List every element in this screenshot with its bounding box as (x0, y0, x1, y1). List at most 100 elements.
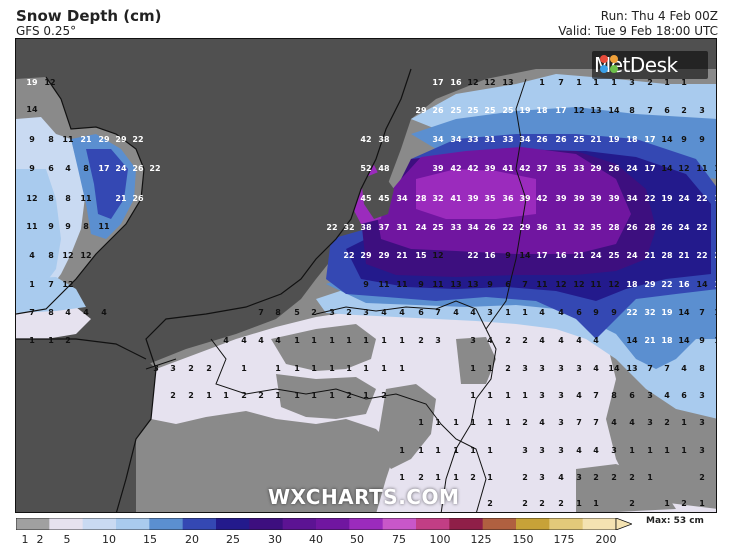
snow-depth-value: 2 (470, 473, 476, 482)
snow-depth-value: 1 (311, 391, 317, 400)
snow-depth-value: 3 (363, 308, 369, 317)
snow-depth-value: 1 (275, 391, 281, 400)
snow-depth-value: 3 (539, 364, 545, 373)
snow-depth-value: 3 (522, 364, 528, 373)
snow-depth-value: 1 (363, 364, 369, 373)
snow-depth-value: 7 (593, 391, 599, 400)
legend-swatch (116, 518, 150, 530)
metdesk-logo: MetDesk (592, 51, 708, 79)
snow-depth-value: 9 (593, 308, 599, 317)
snow-depth-value: 24 (626, 164, 638, 173)
snow-depth-value: 7 (29, 308, 35, 317)
snow-depth-value: 4 (453, 308, 459, 317)
snow-depth-value: 22 (626, 308, 637, 317)
snow-depth-value: 4 (576, 336, 582, 345)
snow-depth-value: 1 (453, 418, 459, 427)
snow-depth-value: 1 (48, 336, 54, 345)
snow-depth-value: 1 (29, 280, 35, 289)
snow-depth-value: 2 (664, 418, 670, 427)
snow-depth-value: 24 (714, 251, 717, 260)
snow-depth-value: 1 (593, 78, 599, 87)
snow-depth-value: 1 (363, 391, 369, 400)
legend-swatch (49, 518, 84, 530)
snow-depth-value: 2 (522, 473, 528, 482)
snow-depth-value: 1 (629, 446, 635, 455)
bare-france-a (136, 419, 266, 512)
snow-depth-value: 4 (664, 391, 670, 400)
snow-depth-value: 1 (294, 336, 300, 345)
snow-depth-value: 1 (435, 446, 441, 455)
snow-depth-value: 4 (470, 308, 476, 317)
snow-depth-value: 1 (206, 391, 212, 400)
legend-tick-labels: 1 2 5 10 15 20 25 30 40 50 75 100 125 150 175 200 (16, 533, 636, 547)
run-time: Run: Thu 4 Feb 00Z (600, 9, 718, 23)
snow-depth-value: 39 (590, 194, 602, 203)
snow-depth-value: 4 (611, 418, 617, 427)
snow-depth-value: 13 (626, 364, 637, 373)
snow-depth-value: 31 (396, 223, 408, 232)
snow-depth-value: 8 (629, 106, 635, 115)
snow-depth-value: 16 (450, 78, 462, 87)
snow-depth-value: 8 (48, 135, 54, 144)
snow-depth-value: 24 (115, 164, 127, 173)
snow-depth-value: 28 (415, 194, 427, 203)
snow-depth-value: 1 (399, 473, 405, 482)
snow-depth-value: 1 (539, 78, 545, 87)
snow-depth-value: 12 (44, 78, 55, 87)
snow-depth-value: 4 (539, 308, 545, 317)
snow-depth-value: 1 (487, 473, 493, 482)
snow-depth-value: 22 (696, 194, 707, 203)
snow-depth-value: 34 (519, 135, 531, 144)
snow-depth-value: 3 (522, 446, 528, 455)
snow-depth-map[interactable]: 19 12 14 9 8 11 21 29 29 22 9 6 4 8 17 24 26 22 12 8 8 11 21 26… (15, 38, 717, 513)
snow-depth-value: 5 (294, 308, 300, 317)
snow-depth-value: 32 (343, 223, 354, 232)
snow-depth-value: 3 (647, 418, 653, 427)
snow-depth-value: 41 (450, 194, 462, 203)
snow-depth-value: 4 (83, 308, 89, 317)
legend-tick: 20 (185, 533, 199, 546)
legend-tick: 15 (143, 533, 157, 546)
snow-depth-value: 14 (661, 135, 673, 144)
snow-depth-value: 21 (678, 251, 690, 260)
snow-depth-value: 7 (48, 280, 54, 289)
snow-depth-value: 21 (644, 336, 656, 345)
snow-depth-value: 7 (576, 418, 582, 427)
snow-depth-value: 3 (558, 364, 564, 373)
snow-depth-value: 39 (484, 164, 496, 173)
snow-depth-value: 38 (360, 223, 372, 232)
legend-swatch (482, 518, 517, 530)
snow-depth-value: 33 (502, 135, 513, 144)
snow-depth-value: 3 (576, 364, 582, 373)
snow-depth-value: 1 (611, 78, 617, 87)
snow-depth-value: 22 (149, 164, 160, 173)
snow-depth-value: 4 (558, 473, 564, 482)
snow-depth-value: 2 (681, 499, 687, 508)
snow-depth-value: 18 (536, 106, 548, 115)
snow-depth-value: 1 (522, 308, 528, 317)
snow-depth-value: 3 (435, 336, 441, 345)
snow-depth-value: 25 (573, 135, 585, 144)
snow-depth-value: 18 (661, 336, 673, 345)
snow-depth-value: 11 (590, 280, 602, 289)
snow-depth-value: 3 (558, 446, 564, 455)
snow-depth-value: 18 (626, 135, 638, 144)
snow-depth-value: 2 (593, 473, 599, 482)
snow-depth-value: 1 (399, 446, 405, 455)
snow-depth-value: 1 (505, 391, 511, 400)
snow-depth-value: 6 (48, 164, 54, 173)
snow-depth-value: 18 (626, 280, 638, 289)
snow-depth-value: 8 (65, 194, 71, 203)
snow-depth-value: 3 (539, 391, 545, 400)
snow-depth-value: 36 (502, 194, 514, 203)
snow-depth-value: 14 (608, 106, 620, 115)
snow-depth-value: 29 (644, 280, 656, 289)
snow-depth-value: 45 (378, 194, 390, 203)
snow-depth-value: 6 (505, 280, 511, 289)
snow-depth-value: 1 (470, 364, 476, 373)
snow-depth-value: 19 (519, 106, 531, 115)
legend-swatch (582, 518, 617, 530)
snow-depth-value: 24 (678, 194, 690, 203)
snow-depth-value: 11 (378, 280, 390, 289)
snow-depth-value: 1 (664, 446, 670, 455)
